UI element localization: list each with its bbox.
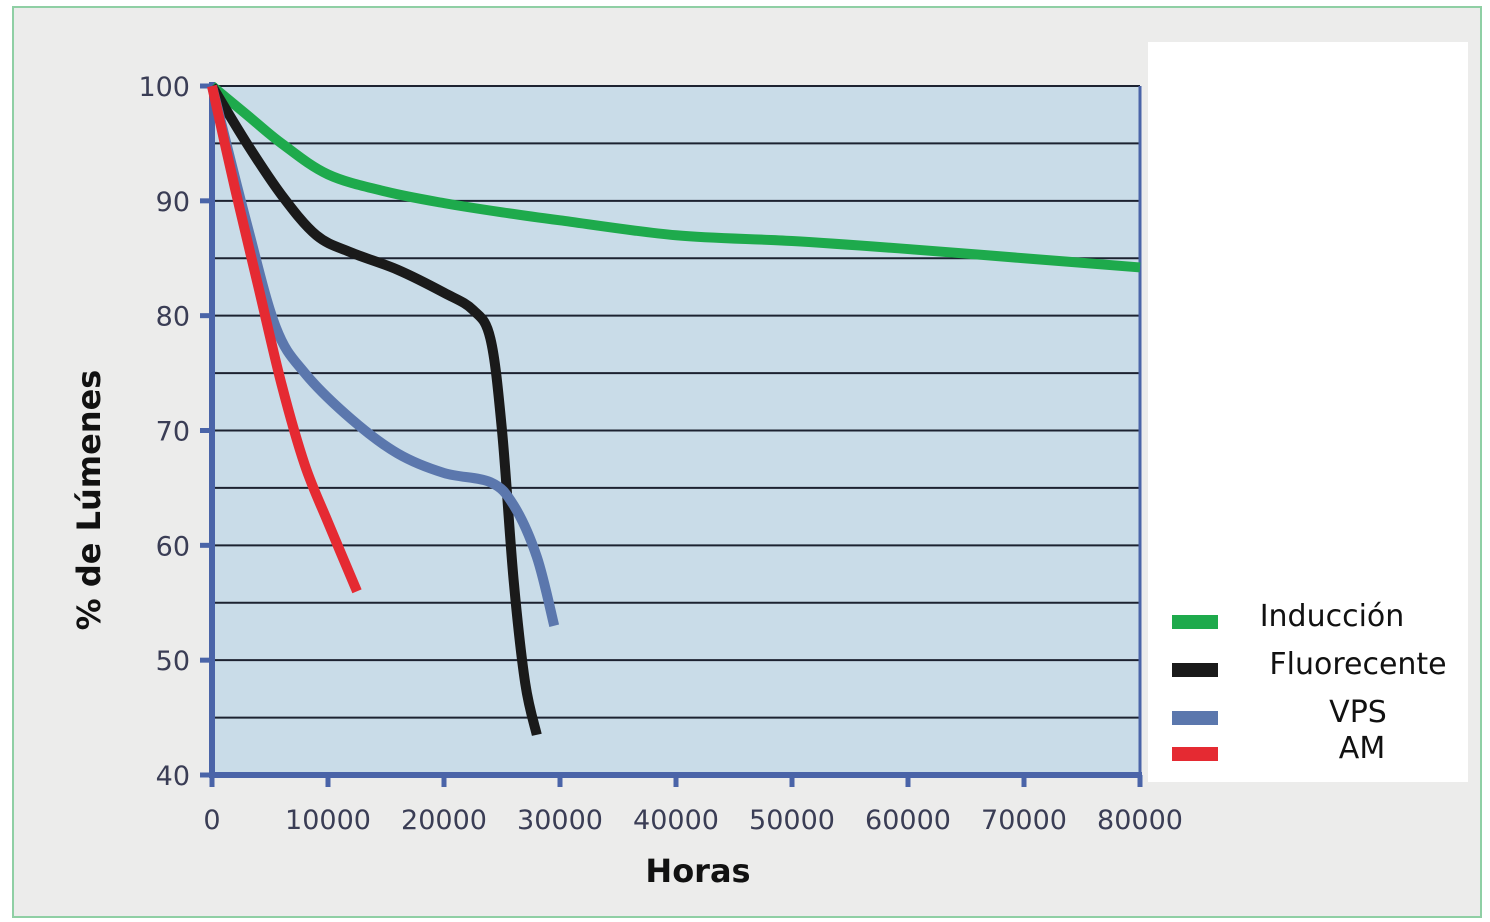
legend-swatch-vps [1172, 711, 1218, 725]
y-tick-label: 100 [138, 72, 190, 103]
legend-label-induccion: Inducción [1260, 599, 1405, 634]
x-tick-label: 30000 [517, 805, 603, 836]
x-tick-label: 20000 [401, 805, 487, 836]
y-tick-label: 60 [156, 531, 190, 562]
series-line-am [207, 84, 362, 594]
y-tick-label: 80 [156, 302, 190, 333]
y-tick-label: 90 [156, 187, 190, 218]
legend-label-am: AM [1339, 731, 1385, 766]
y-tick-label: 70 [156, 417, 190, 448]
y-tick-label: 40 [156, 761, 190, 792]
legend-swatch-induccion [1172, 615, 1218, 629]
x-ticks: 0 10000 20000 30000 40000 50000 60000 70000 8000… [203, 775, 1183, 836]
legend-background [1148, 42, 1468, 782]
y-axis-title: % de Lúmenes [70, 370, 108, 631]
y-ticks: 40 50 60 70 80 90 100 [138, 72, 212, 792]
x-tick-label: 0 [203, 805, 220, 836]
y-tick-label: 50 [156, 646, 190, 677]
legend-label-fluorecente: Fluorecente [1269, 647, 1446, 682]
x-tick-label: 10000 [285, 805, 371, 836]
x-tick-label: 70000 [981, 805, 1067, 836]
x-tick-label: 80000 [1097, 805, 1183, 836]
series-lines [207, 82, 1141, 736]
x-tick-label: 60000 [865, 805, 951, 836]
x-axis-title: Horas [645, 852, 750, 890]
series-line-induccion [208, 82, 1141, 273]
legend-swatch-fluorecente [1172, 663, 1218, 677]
x-tick-label: 50000 [749, 805, 835, 836]
legend-label-vps: VPS [1329, 695, 1387, 730]
series-line-fluorecente [207, 83, 542, 736]
legend-swatch-am [1172, 747, 1218, 761]
x-tick-label: 40000 [633, 805, 719, 836]
